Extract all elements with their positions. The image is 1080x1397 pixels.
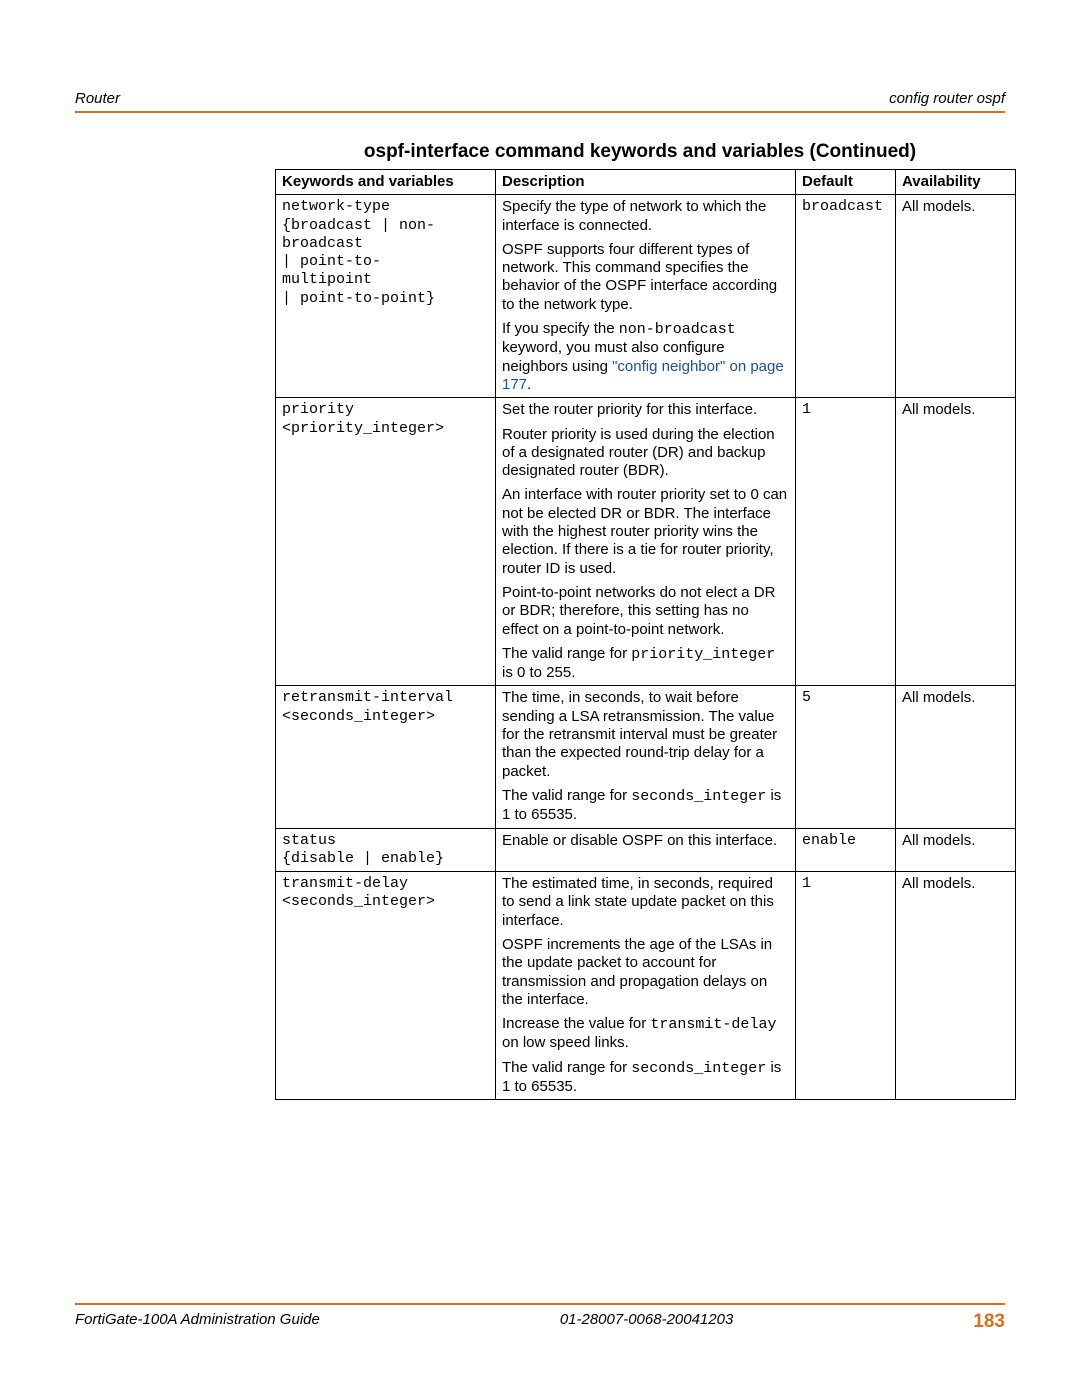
desc-para: Enable or disable OSPF on this interface… [502, 832, 789, 850]
col-description: Description [496, 170, 796, 195]
desc-text: . [527, 376, 531, 393]
cell-keywords: network-type {broadcast | non- broadcast… [276, 195, 496, 398]
desc-mono: seconds_integer [631, 788, 766, 805]
header-right: config router ospf [889, 90, 1005, 107]
desc-para: OSPF increments the age of the LSAs in t… [502, 936, 789, 1009]
kw-line: | point-to-point} [282, 290, 489, 308]
page-container: Router config router ospf ospf-interface… [0, 0, 1080, 1160]
kw-line: network-type [282, 198, 489, 216]
header-rule [75, 111, 1005, 113]
desc-para: If you specify the non-broadcast keyword… [502, 320, 789, 394]
kw-line: | point-to- [282, 253, 489, 271]
cell-description: Specify the type of network to which the… [496, 195, 796, 398]
kw-line: <seconds_integer> [282, 708, 489, 726]
desc-text: The valid range for [502, 1059, 631, 1076]
cell-keywords: retransmit-interval <seconds_integer> [276, 686, 496, 828]
desc-para: Specify the type of network to which the… [502, 198, 789, 235]
desc-para: Point-to-point networks do not elect a D… [502, 584, 789, 639]
desc-para: The valid range for seconds_integer is 1… [502, 1059, 789, 1097]
page-header: Router config router ospf [75, 90, 1005, 107]
table-row: retransmit-interval <seconds_integer> Th… [276, 686, 1016, 828]
kw-line: broadcast [282, 235, 489, 253]
kw-line: priority [282, 401, 489, 419]
desc-para: Increase the value for transmit-delay on… [502, 1015, 789, 1053]
cell-availability: All models. [896, 828, 1016, 872]
desc-text: The valid range for [502, 787, 631, 804]
cell-default: broadcast [796, 195, 896, 398]
kw-line: <seconds_integer> [282, 893, 489, 911]
cell-keywords: priority <priority_integer> [276, 398, 496, 686]
kw-line: status [282, 832, 489, 850]
command-table: Keywords and variables Description Defau… [275, 169, 1016, 1100]
cell-keywords: status {disable | enable} [276, 828, 496, 872]
desc-text: If you specify the [502, 320, 619, 337]
footer-center: 01-28007-0068-20041203 [560, 1311, 734, 1333]
kw-line: multipoint [282, 271, 489, 289]
desc-para: Set the router priority for this interfa… [502, 401, 789, 419]
footer-left: FortiGate-100A Administration Guide [75, 1311, 320, 1333]
cell-availability: All models. [896, 398, 1016, 686]
page-number: 183 [973, 1311, 1005, 1333]
table-title: ospf-interface command keywords and vari… [275, 141, 1005, 163]
kw-line: <priority_integer> [282, 420, 489, 438]
desc-mono: seconds_integer [631, 1060, 766, 1077]
desc-para: The valid range for priority_integer is … [502, 645, 789, 683]
cell-description: The time, in seconds, to wait before sen… [496, 686, 796, 828]
desc-text: Increase the value for [502, 1015, 650, 1032]
desc-text: is 0 to 255. [502, 664, 575, 681]
cell-description: Enable or disable OSPF on this interface… [496, 828, 796, 872]
desc-mono: transmit-delay [650, 1016, 776, 1033]
cell-description: Set the router priority for this interfa… [496, 398, 796, 686]
header-left: Router [75, 90, 120, 107]
col-availability: Availability [896, 170, 1016, 195]
table-row: priority <priority_integer> Set the rout… [276, 398, 1016, 686]
cell-availability: All models. [896, 686, 1016, 828]
col-keywords: Keywords and variables [276, 170, 496, 195]
cell-default: enable [796, 828, 896, 872]
col-default: Default [796, 170, 896, 195]
cell-default: 1 [796, 872, 896, 1100]
cell-default: 5 [796, 686, 896, 828]
kw-line: retransmit-interval [282, 689, 489, 707]
page-footer: FortiGate-100A Administration Guide 01-2… [75, 1303, 1005, 1333]
desc-para: The time, in seconds, to wait before sen… [502, 689, 789, 780]
desc-para: The estimated time, in seconds, required… [502, 875, 789, 930]
desc-para: Router priority is used during the elect… [502, 426, 789, 481]
cell-default: 1 [796, 398, 896, 686]
table-row: network-type {broadcast | non- broadcast… [276, 195, 1016, 398]
cell-availability: All models. [896, 195, 1016, 398]
desc-text: The valid range for [502, 645, 631, 662]
desc-para: The valid range for seconds_integer is 1… [502, 787, 789, 825]
cell-availability: All models. [896, 872, 1016, 1100]
footer-row: FortiGate-100A Administration Guide 01-2… [75, 1311, 1005, 1333]
table-header-row: Keywords and variables Description Defau… [276, 170, 1016, 195]
table-row: transmit-delay <seconds_integer> The est… [276, 872, 1016, 1100]
cell-keywords: transmit-delay <seconds_integer> [276, 872, 496, 1100]
cell-description: The estimated time, in seconds, required… [496, 872, 796, 1100]
desc-mono: priority_integer [631, 646, 775, 663]
kw-line: transmit-delay [282, 875, 489, 893]
desc-para: OSPF supports four different types of ne… [502, 241, 789, 314]
kw-line: {disable | enable} [282, 850, 489, 868]
desc-para: An interface with router priority set to… [502, 486, 789, 577]
desc-text: on low speed links. [502, 1034, 629, 1051]
footer-rule [75, 1303, 1005, 1305]
table-row: status {disable | enable} Enable or disa… [276, 828, 1016, 872]
kw-line: {broadcast | non- [282, 217, 489, 235]
desc-mono: non-broadcast [619, 321, 736, 338]
